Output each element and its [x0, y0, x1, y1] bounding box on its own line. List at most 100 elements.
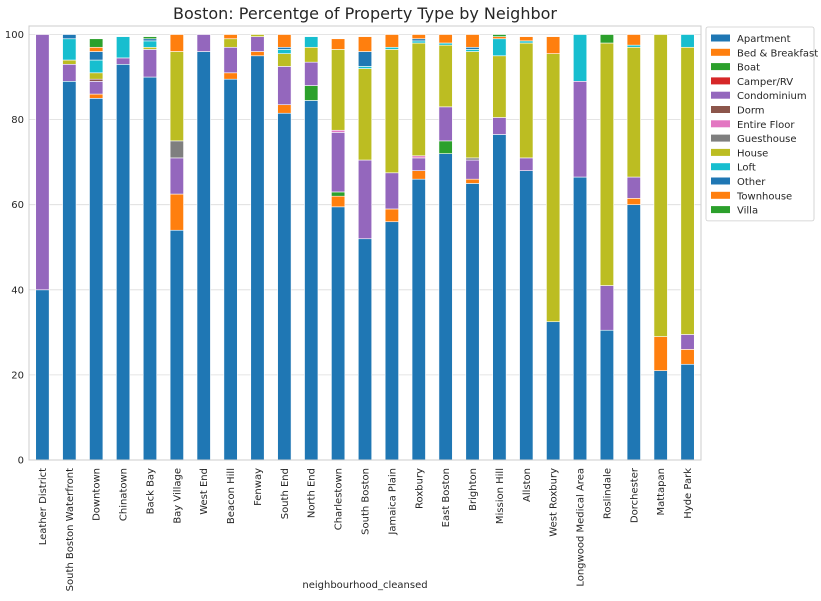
bar-segment — [411, 34, 426, 40]
bar-segment — [62, 59, 77, 65]
legend-label: Bed & Breakfast — [737, 48, 818, 59]
bar-segment — [680, 363, 695, 461]
bar-segment — [411, 42, 426, 157]
bar-segment — [331, 38, 346, 50]
y-tick-label: 100 — [5, 30, 24, 41]
y-tick-label: 20 — [11, 370, 24, 381]
bar-segment — [680, 334, 695, 350]
x-tick-label: Mattapan — [656, 468, 667, 516]
bar-segment — [411, 155, 426, 159]
legend-label: Other — [737, 177, 766, 188]
x-tick-label: Bay Village — [172, 468, 183, 524]
plot-area: 0 20 40 60 80 100 Leather District South Boston… — [5, 25, 702, 591]
bar-segment — [304, 100, 319, 461]
legend-swatch — [711, 34, 730, 42]
bar-segment — [411, 157, 426, 171]
legend: Apartment Bed & Breakfast Boat Camper/RV Con… — [705, 26, 818, 222]
bar-segment — [223, 78, 238, 461]
x-tick-label: South Boston Waterfront — [65, 468, 76, 591]
legend-swatch — [711, 206, 730, 214]
x-tick-label: South Boston — [361, 468, 372, 535]
legend-label: Boat — [737, 63, 760, 74]
bar-segment — [223, 38, 238, 48]
bar-segment — [89, 46, 104, 52]
legend-label: Condominium — [737, 91, 807, 102]
legend-label: Loft — [737, 163, 756, 174]
bar-segment — [169, 157, 184, 195]
bar-segment — [89, 93, 104, 99]
bar-segment — [465, 34, 480, 48]
bar-segment — [62, 81, 77, 461]
bar-segment — [250, 51, 265, 57]
bar-segment — [142, 38, 157, 42]
x-tick-label: Jamaica Plain — [387, 468, 398, 536]
bar-segment — [223, 46, 238, 74]
bar-segment — [331, 195, 346, 208]
bar-segment — [384, 34, 399, 48]
bar-segment — [142, 49, 157, 78]
bar-segment — [411, 40, 426, 44]
bar-segment — [169, 51, 184, 142]
legend-label: House — [737, 148, 768, 159]
bar-segment — [626, 34, 641, 46]
bar-segment — [89, 78, 104, 82]
bar-segment — [331, 49, 346, 131]
bar-segment — [89, 38, 104, 48]
bar-segment — [357, 68, 373, 161]
legend-swatch — [711, 63, 730, 71]
bar-segment — [626, 46, 641, 178]
bar-segment — [384, 46, 399, 50]
bar-segment — [169, 193, 184, 231]
bar-segment — [223, 72, 238, 80]
bar-segment — [196, 34, 211, 52]
legend-box — [705, 26, 815, 222]
bar-segment — [304, 61, 319, 86]
legend-swatch — [711, 163, 730, 171]
bar-segment — [438, 42, 453, 46]
x-tick-label: Roxbury — [414, 468, 425, 509]
x-tick-label: East Boston — [441, 468, 452, 527]
bar-segment — [277, 46, 292, 50]
bar-segment — [546, 53, 561, 323]
bar-segment — [331, 129, 346, 133]
bar-segment — [653, 370, 668, 461]
bar-segment — [35, 289, 50, 461]
y-tick-label: 60 — [11, 200, 24, 211]
bar-segment — [519, 42, 534, 159]
x-tick-label: Dorchester — [629, 467, 640, 523]
bar-segment — [89, 81, 104, 95]
bar-segment — [277, 49, 292, 54]
bar-segment — [411, 178, 426, 461]
bar-segment — [465, 46, 480, 50]
x-tick-label: North End — [307, 468, 318, 518]
bar-segment — [89, 51, 104, 61]
x-tick-label: Roslindale — [602, 468, 613, 519]
chart-title: Boston: Percentge of Property Type by Ne… — [173, 4, 557, 23]
legend-swatch — [711, 48, 730, 56]
bar-segment — [384, 172, 399, 210]
bar-segment — [357, 238, 373, 461]
bar-segment — [304, 36, 319, 48]
y-tick-label: 80 — [11, 115, 24, 126]
bar-segment — [653, 336, 668, 371]
bar-segment — [250, 36, 265, 52]
x-tick-label: Brighton — [468, 468, 479, 511]
bar-segment — [250, 55, 265, 461]
bar-segment — [89, 72, 104, 80]
bar-segment — [519, 36, 534, 42]
legend-swatch — [711, 134, 730, 142]
bar-segment — [250, 34, 265, 37]
bar-segment — [599, 34, 614, 44]
bar-segment — [357, 36, 373, 52]
bar-segment — [142, 36, 157, 40]
bar-segment — [653, 34, 668, 337]
bar-segment — [626, 204, 641, 461]
legend-swatch — [711, 77, 730, 85]
legend-label: Entire Floor — [737, 120, 795, 131]
bar-segment — [492, 38, 507, 57]
bar-segment — [438, 140, 453, 154]
bar-segment — [599, 329, 614, 461]
bar-segment — [519, 157, 534, 171]
bar-segment — [89, 98, 104, 461]
